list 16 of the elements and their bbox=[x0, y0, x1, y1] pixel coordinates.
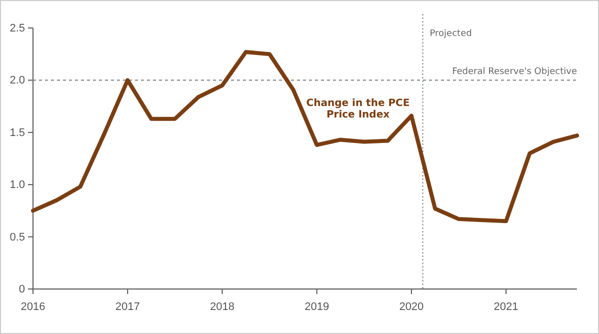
y-tick-label: 0.5 bbox=[10, 231, 25, 244]
y-tick-label: 0 bbox=[18, 284, 25, 296]
ref-line-label: Projected bbox=[430, 29, 472, 39]
y-tick-label: 2.5 bbox=[10, 22, 25, 35]
y-tick-label: 1.0 bbox=[10, 179, 25, 192]
y-tick-label: 1.5 bbox=[10, 126, 25, 139]
x-tick-label: 2016 bbox=[20, 301, 46, 314]
x-tick-label: 2018 bbox=[210, 301, 234, 314]
x-tick-label: 2020 bbox=[399, 301, 424, 314]
annotation: Change in the PCE Price Index bbox=[306, 98, 410, 120]
x-tick-label: 2017 bbox=[115, 301, 140, 314]
line-series bbox=[31, 50, 579, 224]
x-tick-label: 2021 bbox=[494, 301, 518, 314]
x-tick-label: 2019 bbox=[304, 301, 330, 314]
ref-line-label: Federal Reserve's Objective bbox=[452, 67, 578, 78]
y-tick-label: 2.0 bbox=[10, 74, 25, 87]
